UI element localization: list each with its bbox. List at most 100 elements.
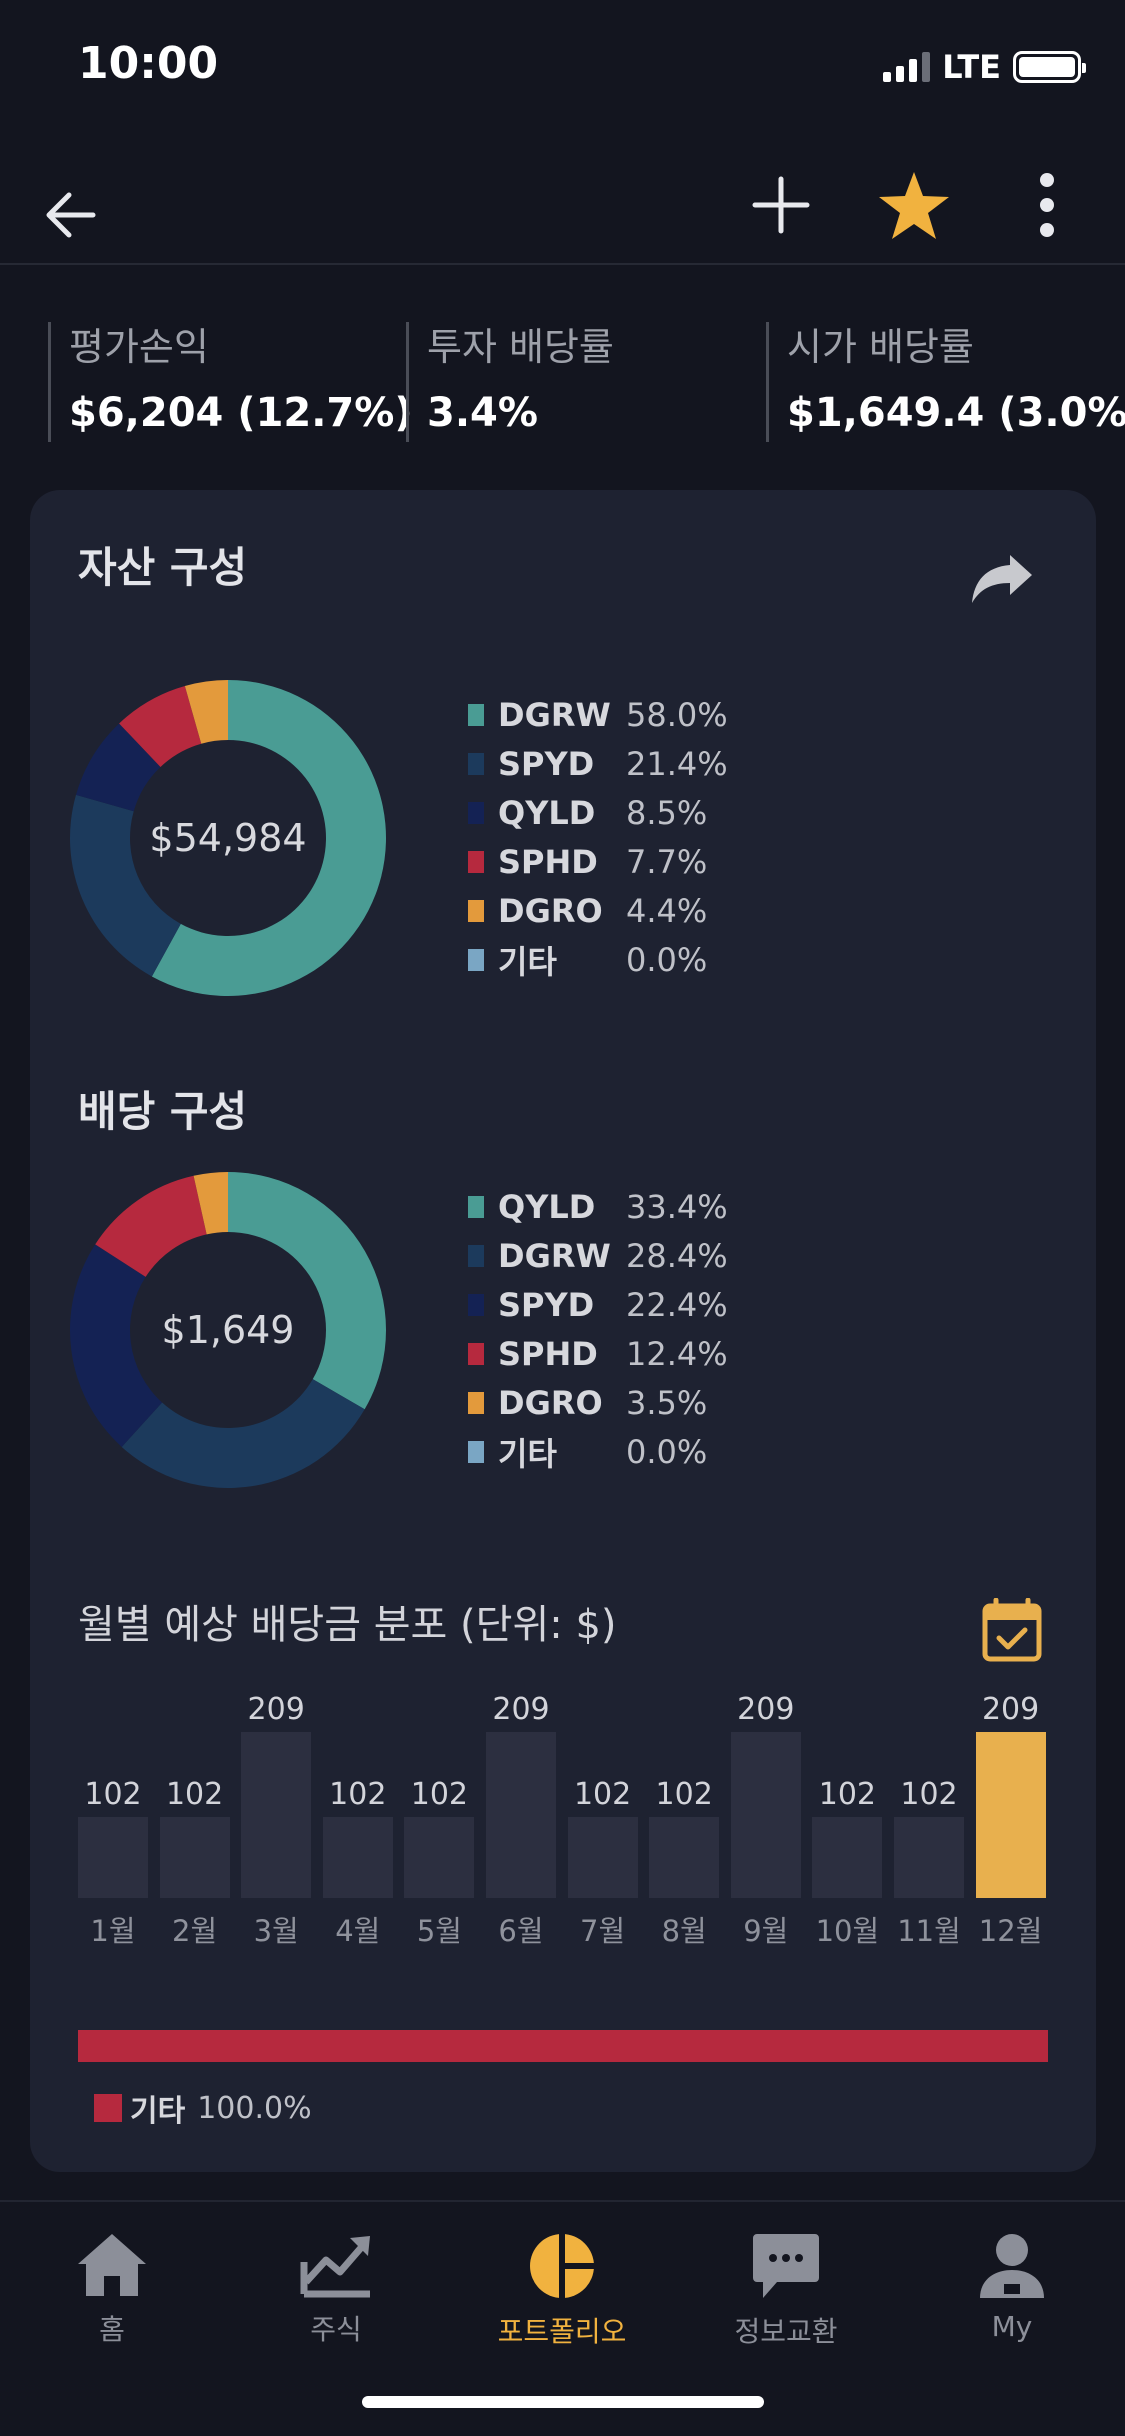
legend-pct: 21.4% xyxy=(626,744,728,783)
month-label: 4월 xyxy=(335,1914,381,1948)
tab-home[interactable]: 홈 xyxy=(12,2232,212,2348)
bar-3월 xyxy=(241,1732,312,1898)
month-label: 1월 xyxy=(90,1914,136,1948)
donut-slice-SPYD xyxy=(69,794,181,977)
home-icon xyxy=(78,2234,146,2296)
bar-value-label: 102 xyxy=(900,1776,958,1812)
dividend-donut-svg xyxy=(70,1172,386,1488)
bar-1월 xyxy=(78,1816,148,1898)
tab-portfolio[interactable]: 포트폴리오 xyxy=(462,2232,662,2350)
status-bar: 10:00 LTE xyxy=(0,0,1125,140)
month-label: 9월 xyxy=(743,1914,789,1948)
legend-pct: 12.4% xyxy=(626,1334,728,1373)
legend-swatch xyxy=(468,948,484,971)
month-label: 11월 xyxy=(897,1914,961,1948)
asset-donut-svg xyxy=(69,680,387,996)
tab-community[interactable]: 정보교환 xyxy=(686,2232,886,2350)
legend-name: SPYD xyxy=(498,1285,595,1324)
asset-allocation-title: 자산 구성 xyxy=(78,543,248,592)
dividend-total-value: $1,649 xyxy=(161,1308,295,1352)
chat-icon xyxy=(753,2234,819,2298)
month-label: 6월 xyxy=(498,1914,544,1948)
donut-slice-SPHD xyxy=(119,685,202,767)
legend-swatch xyxy=(468,1293,484,1316)
summary-value: $1,649.4 (3.0%) xyxy=(787,390,1125,436)
donut-slice-DGRO xyxy=(184,680,228,744)
legend-row: QYLD 33.4% xyxy=(468,1182,728,1231)
bar-value-label: 102 xyxy=(84,1776,142,1812)
month-label: 3월 xyxy=(253,1914,299,1948)
user-icon xyxy=(980,2234,1044,2298)
legend-pct: 28.4% xyxy=(626,1236,728,1275)
legend-row: DGRO 4.4% xyxy=(468,886,728,935)
bar-value-label: 102 xyxy=(165,1776,224,1812)
bar-value-label: 209 xyxy=(981,1692,1040,1727)
legend-pct: 8.5% xyxy=(626,793,708,832)
bar-value-label: 102 xyxy=(329,1776,387,1812)
tab-label: 포트폴리오 xyxy=(497,2315,627,2348)
bar-value-label: 209 xyxy=(247,1692,305,1727)
bar-10월 xyxy=(812,1816,883,1898)
network-type: LTE xyxy=(942,48,1001,86)
tab-stocks[interactable]: 주식 xyxy=(236,2232,436,2348)
summary-value: 3.4% xyxy=(427,390,538,436)
more-icon[interactable] xyxy=(1022,162,1072,248)
share-icon[interactable] xyxy=(966,548,1038,608)
top-nav-bar xyxy=(0,140,1125,265)
legend-row: DGRW 58.0% xyxy=(468,690,728,739)
bar-value-label: 102 xyxy=(818,1776,877,1812)
portfolio-summary: 평가손익 $6,204 (12.7%) 투자 배당률 3.4% 시가 배당률 $… xyxy=(0,322,1125,442)
legend-swatch xyxy=(468,703,484,726)
legend-row: QYLD 8.5% xyxy=(468,788,728,837)
chart-trend-icon xyxy=(300,2236,370,2298)
legend-name: QYLD xyxy=(498,1187,596,1226)
month-label: 8월 xyxy=(661,1914,707,1948)
stack-legend-swatch xyxy=(94,2094,122,2122)
back-arrow-icon[interactable] xyxy=(36,180,106,250)
calendar-icon[interactable] xyxy=(982,1597,1042,1666)
signal-icon xyxy=(883,52,931,82)
month-label: 5월 xyxy=(416,1914,462,1948)
legend-pct: 7.7% xyxy=(626,842,708,881)
asset-donut-chart: $54,984 xyxy=(68,678,388,998)
bar-value-label: 209 xyxy=(492,1692,550,1727)
legend-pct: 4.4% xyxy=(626,891,708,930)
stack-legend: 기타 100.0% xyxy=(94,2086,312,2130)
star-icon[interactable] xyxy=(876,168,952,244)
bar-11월 xyxy=(894,1816,964,1898)
bar-2월 xyxy=(159,1816,230,1898)
bar-5월 xyxy=(404,1816,475,1898)
pie-chart-icon xyxy=(530,2234,594,2298)
asset-total-value: $54,984 xyxy=(149,816,307,860)
tab-label: 정보교환 xyxy=(734,2315,838,2348)
legend-name: DGRO xyxy=(498,891,603,930)
home-indicator[interactable] xyxy=(362,2396,764,2408)
bar-12월 xyxy=(975,1732,1046,1898)
legend-row: 기타 0.0% xyxy=(468,1427,728,1476)
bar-9월 xyxy=(730,1732,801,1898)
legend-name: DGRW xyxy=(498,1236,611,1275)
legend-row: DGRW 28.4% xyxy=(468,1231,728,1280)
tab-label: My xyxy=(991,2310,1033,2343)
dividend-legend: QYLD 33.4% DGRW 28.4% SPYD 22.4% SPHD 12.4% DGRO… xyxy=(468,1182,728,1476)
legend-row: SPYD 22.4% xyxy=(468,1280,728,1329)
summary-label: 시가 배당률 xyxy=(787,325,974,369)
donut-slice-SPYD xyxy=(70,1244,163,1447)
summary-invest-yield: 투자 배당률 3.4% xyxy=(406,322,614,442)
bar-value-label: 102 xyxy=(655,1776,713,1812)
legend-row: SPYD 21.4% xyxy=(468,739,728,788)
summary-profit: 평가손익 $6,204 (12.7%) xyxy=(48,322,413,442)
bar-value-label: 102 xyxy=(573,1776,632,1812)
legend-name: SPHD xyxy=(498,1334,598,1373)
bar-8월 xyxy=(649,1816,720,1898)
stack-legend-pct: 100.0% xyxy=(197,2090,312,2126)
add-icon[interactable] xyxy=(746,170,816,240)
summary-value: $6,204 (12.7%) xyxy=(69,390,413,436)
legend-row: SPHD 7.7% xyxy=(468,837,728,886)
portfolio-card: 자산 구성 $54,984 DGRW 58.0% SPYD 21.4% QYLD 8.5%… xyxy=(30,490,1096,2172)
legend-pct: 0.0% xyxy=(626,940,708,979)
legend-swatch xyxy=(468,752,484,775)
donut-slice-DGRO xyxy=(193,1172,228,1235)
summary-label: 투자 배당률 xyxy=(427,325,614,369)
tab-my[interactable]: My xyxy=(912,2232,1112,2343)
